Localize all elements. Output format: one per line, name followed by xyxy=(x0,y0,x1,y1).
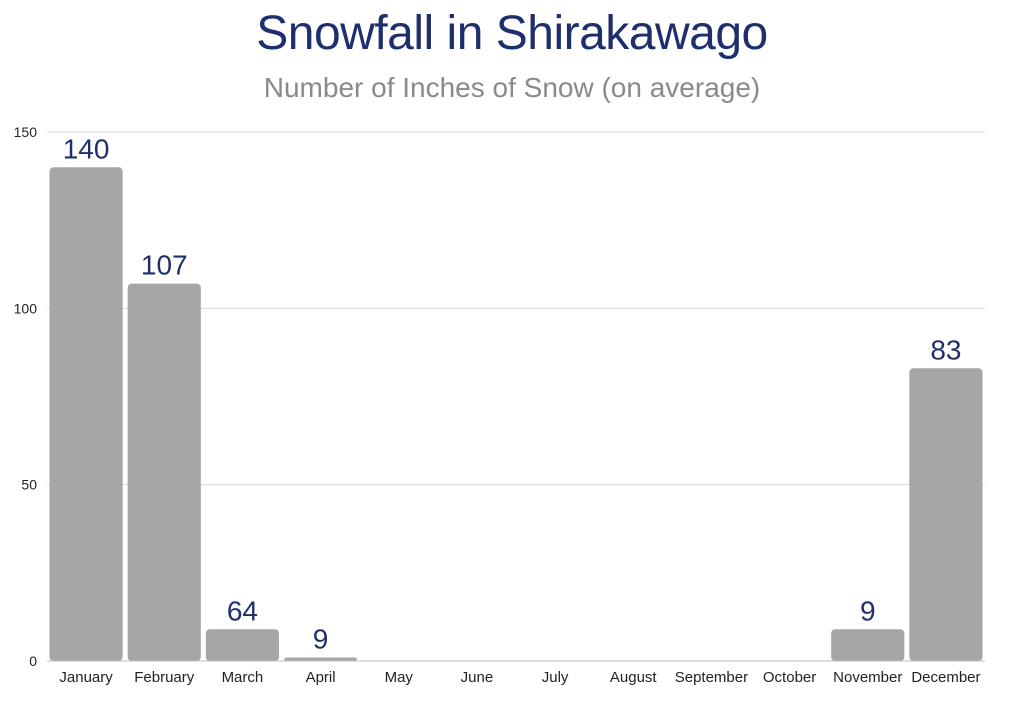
x-tick-label-february: February xyxy=(134,669,195,686)
data-label-november: 9 xyxy=(860,595,876,626)
bar-february xyxy=(127,283,201,661)
bar-november xyxy=(831,629,905,661)
y-tick-label: 0 xyxy=(29,653,37,669)
gridlines xyxy=(47,131,985,486)
bar-march xyxy=(205,629,279,661)
data-label-january: 140 xyxy=(63,133,110,164)
x-tick-label-august: August xyxy=(610,669,658,686)
bar-december xyxy=(909,368,983,661)
bar-april xyxy=(284,657,358,661)
x-tick-label-july: July xyxy=(542,669,569,686)
data-label-april: 9 xyxy=(313,623,329,654)
x-tick-label-september: September xyxy=(675,669,748,686)
data-label-march: 64 xyxy=(227,595,258,626)
bar-january xyxy=(49,167,123,661)
x-axis-labels: January February March April May June July Augu… xyxy=(59,669,980,686)
x-tick-label-october: October xyxy=(763,669,816,686)
data-labels: 140 107 64 9 9 83 xyxy=(63,133,962,654)
chart-title: Snowfall in Shirakawago xyxy=(256,7,768,60)
x-tick-label-april: April xyxy=(306,669,336,686)
x-tick-label-may: May xyxy=(385,669,414,686)
chart-subtitle: Number of Inches of Snow (on average) xyxy=(263,72,761,103)
bars xyxy=(49,167,983,661)
x-tick-label-december: December xyxy=(911,669,980,686)
x-tick-label-march: March xyxy=(222,669,264,686)
y-tick-label: 150 xyxy=(14,124,38,140)
y-axis-ticks: 0 50 100 150 xyxy=(14,124,38,669)
y-tick-label: 100 xyxy=(14,300,38,316)
y-tick-label: 50 xyxy=(21,477,37,493)
x-tick-label-january: January xyxy=(59,669,113,686)
x-tick-label-june: June xyxy=(461,669,494,686)
x-tick-label-november: November xyxy=(833,669,902,686)
data-label-december: 83 xyxy=(930,334,961,365)
data-label-february: 107 xyxy=(141,250,188,281)
